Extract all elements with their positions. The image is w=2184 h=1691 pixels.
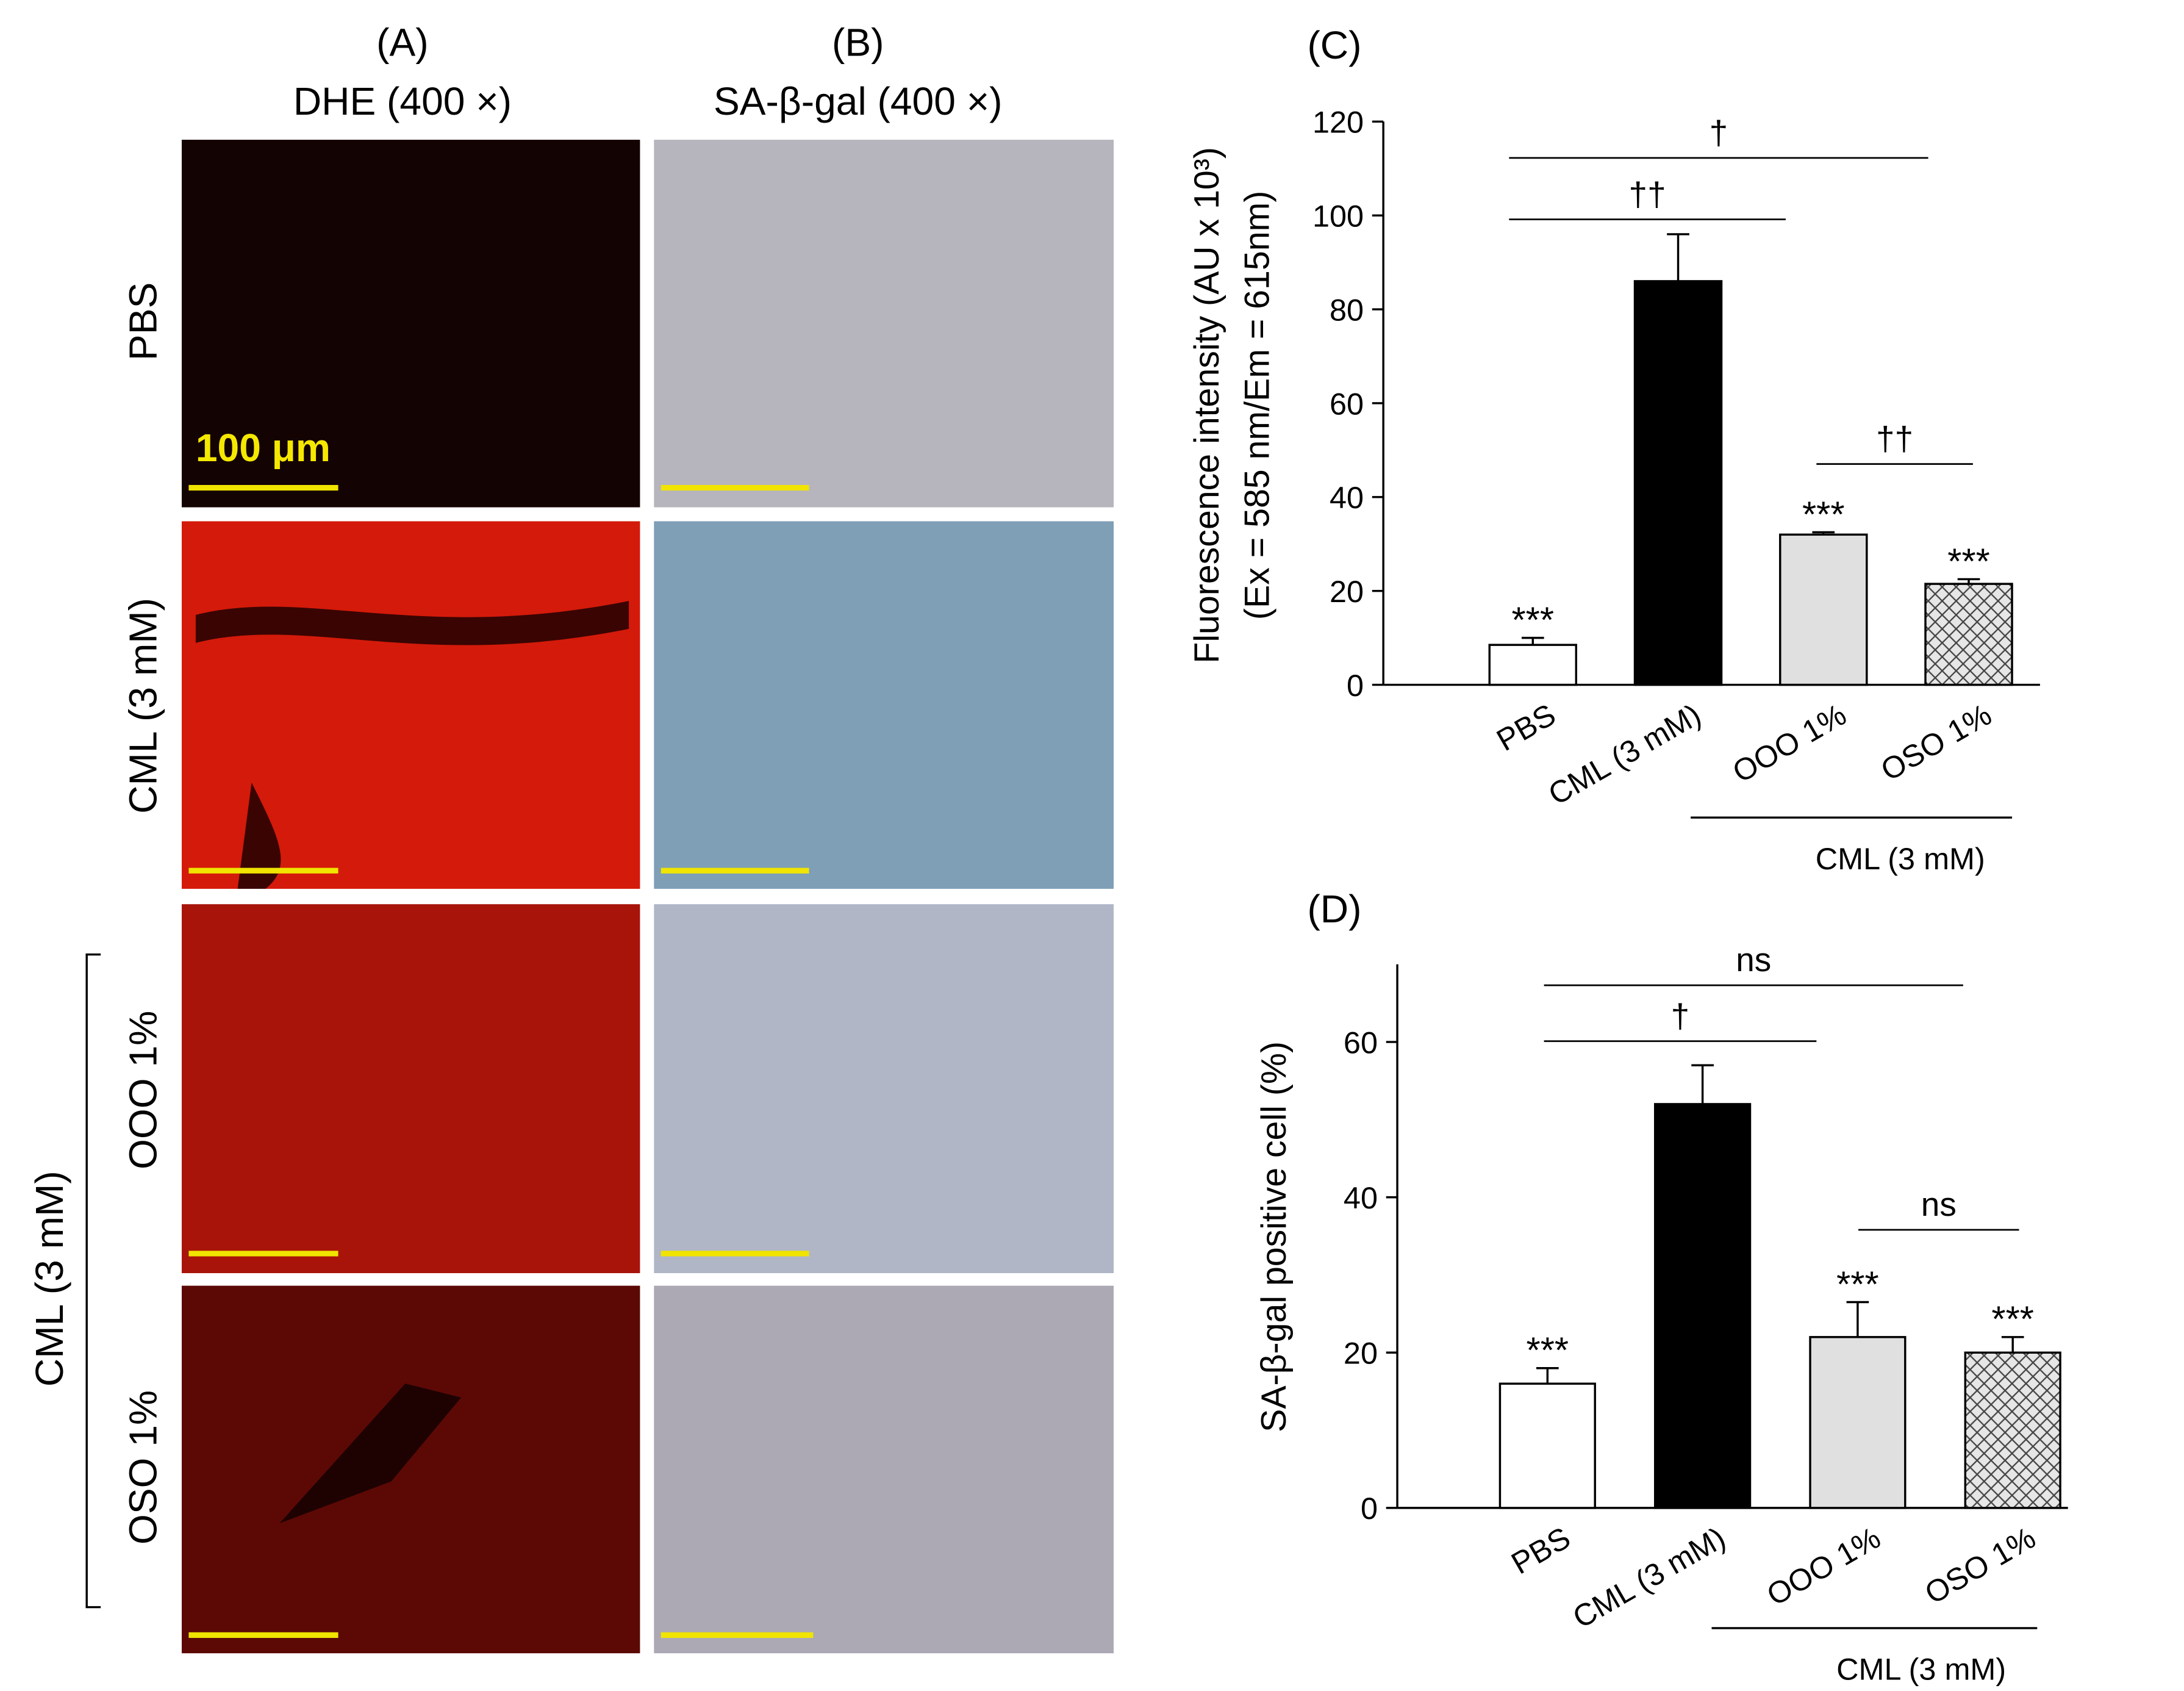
panel-label: (A) (376, 21, 428, 65)
panel-label: (D) (1307, 887, 1361, 931)
significance-label: *** (1527, 1330, 1569, 1371)
significance-label: *** (1836, 1263, 1879, 1304)
bar (1964, 1351, 2061, 1509)
sa-gal-image (654, 140, 1114, 508)
dark-region (195, 601, 629, 889)
y-tick-label: 80 (1330, 292, 1364, 327)
y-tick-label: 60 (1330, 386, 1364, 421)
bar (1809, 1336, 1907, 1509)
dhe-image (181, 1285, 640, 1654)
y-tick-label: 120 (1312, 105, 1364, 140)
group-label: CML (3 mM) (1816, 841, 1985, 876)
row-label: OSO 1% (121, 1390, 165, 1545)
x-tick-label: CML (3 mM) (1567, 1520, 1731, 1635)
group-label: CML (3 mM) (1836, 1652, 2006, 1687)
x-tick-label: OOO 1% (1727, 697, 1852, 789)
significance-label: *** (1947, 540, 1990, 581)
row-label: CML (3 mM) (121, 598, 165, 814)
scale-bars (188, 484, 814, 1638)
error-bar (1521, 636, 1544, 645)
panel-label: (C) (1307, 23, 1361, 67)
bar (1654, 1103, 1752, 1509)
y-tick-label: 0 (1361, 1491, 1378, 1526)
sa-gal-image (654, 904, 1114, 1274)
bar (1633, 280, 1723, 686)
bracket-label: † (1710, 113, 1728, 151)
error-bar (1536, 1367, 1559, 1384)
y-tick-label: 60 (1344, 1025, 1378, 1060)
bar (1779, 533, 1868, 686)
y-tick-label: 20 (1344, 1336, 1378, 1371)
dhe-image (181, 904, 640, 1274)
bar (1498, 1382, 1596, 1509)
x-tick-label: OOO 1% (1761, 1520, 1886, 1613)
y-tick-label: 100 (1312, 199, 1364, 234)
y-axis-label: (Ex = 585 nm/Em = 615nm) (1237, 191, 1276, 620)
row-label: PBS (121, 282, 165, 361)
x-tick-label: OSO 1% (1919, 1520, 2041, 1611)
panel-label: (B) (832, 21, 884, 65)
error-bar (1957, 578, 1980, 584)
panel-title: DHE (400 ×) (293, 79, 512, 123)
bracket-label: † (1671, 997, 1690, 1035)
error-bar (1812, 531, 1835, 535)
y-axis-label: Fluorescence intensity (AU x 10³) (1187, 147, 1226, 664)
significance-label: *** (1802, 494, 1845, 534)
x-tick-label: OSO 1% (1875, 697, 1997, 788)
error-bar (1667, 233, 1689, 281)
y-axis-label: SA-β-gal positive cell (%) (1255, 1041, 1294, 1432)
scale-bar-label: 100 μm (196, 426, 331, 470)
row-label: OOO 1% (121, 1011, 165, 1169)
y-tick-label: 40 (1344, 1180, 1378, 1215)
x-tick-label: CML (3 mM) (1542, 697, 1706, 811)
significance-label: *** (1991, 1299, 2034, 1340)
bracket-label: †† (1876, 420, 1913, 458)
dark-region (279, 1384, 462, 1524)
significance-label: *** (1512, 599, 1555, 640)
sa-gal-image (654, 521, 1114, 889)
x-tick-label: PBS (1505, 1520, 1576, 1581)
x-tick-label: PBS (1491, 697, 1561, 758)
error-bar (1846, 1301, 1869, 1337)
bracket-label: ns (1736, 941, 1771, 978)
y-tick-label: 20 (1330, 574, 1364, 609)
group-bracket (85, 953, 101, 1609)
micrographs: 100 μm (A) DHE (400 ×) (B) SA-β-gal (400… (27, 21, 1114, 1654)
error-bar (1691, 1064, 1714, 1104)
dhe-image (181, 140, 640, 508)
y-tick-label: 0 (1347, 668, 1364, 703)
bracket-label: †† (1629, 175, 1666, 213)
row-group-label: CML (3 mM) (27, 1171, 71, 1387)
bracket-label: ns (1921, 1185, 1957, 1223)
bar (1488, 644, 1578, 686)
y-tick-label: 40 (1330, 480, 1364, 515)
error-bar (2001, 1336, 2024, 1353)
panel-title: SA-β-gal (400 ×) (714, 79, 1003, 123)
sa-gal-image (654, 1285, 1114, 1654)
bar (1924, 583, 2013, 686)
